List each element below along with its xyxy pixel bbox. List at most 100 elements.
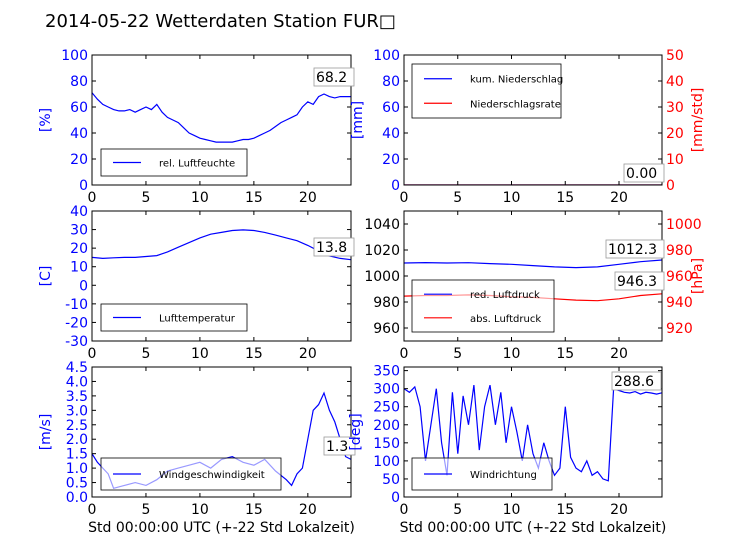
y-tick-label: 150 [373, 436, 400, 452]
value-annotation: 0.00 [626, 166, 657, 182]
value-annotation-box [313, 237, 355, 257]
y-tick-label: 3.5 [66, 389, 88, 405]
x-tick-label: 10 [503, 190, 521, 206]
value-annotation-box [623, 163, 665, 183]
figure-title: 2014-05-22 Wetterdaten Station FUR□ [45, 11, 396, 32]
value-annotation-box [605, 239, 665, 259]
y-tick-label: 2.5 [66, 418, 88, 434]
panel-luftfeuchte: 0 5 10 15 20 0 20 40 60 80 100 [%] rel. Luftfeuchte 6… [38, 48, 355, 206]
x-tick-label: 15 [556, 346, 574, 362]
y-tick-label: 1020 [364, 243, 400, 259]
x-tick-label: 20 [610, 190, 628, 206]
y-tick-label: -30 [65, 334, 88, 350]
value-annotation: 1.3 [326, 439, 348, 455]
y-tick-label: 20 [70, 152, 88, 168]
y-tick-label: 80 [382, 74, 400, 90]
y-tick-label: 0 [79, 178, 88, 194]
y-right-tick-label: 920 [666, 321, 693, 337]
y-tick-label: 60 [382, 100, 400, 116]
x-tick-label: 5 [453, 346, 462, 362]
legend-label: abs. Luftdruck [470, 314, 541, 325]
x-tick-label: 20 [299, 346, 317, 362]
legend-label: Windrichtung [470, 470, 537, 481]
y-tick-label: 100 [373, 454, 400, 470]
y-right-tick-label: 1000 [666, 217, 702, 233]
x-tick-label: 10 [503, 346, 521, 362]
value-annotation: 68.2 [316, 70, 347, 86]
y-tick-label: -10 [65, 297, 88, 313]
value-annotation: 288.6 [614, 374, 654, 390]
y-tick-label: 300 [373, 382, 400, 398]
y-right-tick-label: 0 [666, 178, 675, 194]
value-annotation: 13.8 [316, 240, 347, 256]
value-annotation-box [323, 436, 356, 456]
x-tick-label: 5 [453, 502, 462, 518]
y-right-tick-label: 10 [666, 152, 684, 168]
legend-label: red. Luftdruck [470, 290, 540, 301]
y-tick-label: 960 [373, 321, 400, 337]
x-tick-label: 10 [191, 502, 209, 518]
x-tick-label: 20 [610, 502, 628, 518]
value-annotation-box [611, 371, 662, 391]
series-line-luftdruck-0 [404, 259, 662, 269]
y-tick-label: 0.0 [66, 490, 88, 506]
y-tick-label: 0.5 [66, 476, 88, 492]
y-tick-label: 80 [70, 74, 88, 90]
y-tick-label: 250 [373, 400, 400, 416]
y-axis-label: [mm] [350, 101, 366, 139]
legend-box [411, 63, 562, 119]
series-line-temperatur-0 [92, 229, 351, 261]
y-right-tick-label: 30 [666, 100, 684, 116]
y-right-tick-label: 960 [666, 269, 693, 285]
x-tick-label: 0 [88, 190, 97, 206]
x-tick-label: 5 [141, 502, 150, 518]
legend-label: Windgeschwindigkeit [159, 470, 265, 481]
y-right-tick-label: 50 [666, 48, 684, 64]
y-tick-label: 350 [373, 364, 400, 380]
value-annotation: 1012.3 [608, 242, 657, 258]
x-tick-label: 10 [191, 190, 209, 206]
y-tick-label: 40 [70, 204, 88, 220]
plot-frame [403, 54, 663, 186]
y-axis-label: [deg] [348, 413, 364, 450]
x-tick-label: 5 [141, 190, 150, 206]
x-tick-label: 20 [610, 346, 628, 362]
y-tick-label: 100 [373, 48, 400, 64]
y-tick-label: 100 [61, 48, 88, 64]
plot-frame [91, 366, 352, 498]
x-tick-label: 20 [299, 502, 317, 518]
panel-luftdruck: 0 5 10 15 20 960 980 1000 1020 1040 920 940 960 980 10… [364, 210, 706, 362]
y-tick-label: 40 [382, 126, 400, 142]
y-tick-label: 20 [70, 241, 88, 257]
y-axis-label: [m/s] [38, 414, 54, 451]
legend-box [100, 457, 282, 491]
series-line-luftfeuchte-0 [92, 92, 351, 143]
y-tick-label: -20 [65, 315, 88, 331]
legend-label: Niederschlagsrate [470, 99, 561, 110]
panel-windrichtung: 0 5 10 15 20050100150200250300350[deg]Windri… [348, 364, 666, 536]
y-tick-label: 980 [373, 295, 400, 311]
panel-niederschlag: 0 5 10 15 20 0 20 40 60 80 100 0 10 20 30 40 50 [mm] [mm/s… [350, 48, 706, 206]
y-tick-label: 0 [79, 278, 88, 294]
y-tick-label: 4.5 [66, 360, 88, 376]
x-tick-label: 0 [88, 502, 97, 518]
y-axis-label: [C] [38, 266, 54, 287]
y-tick-label: 40 [70, 126, 88, 142]
y-tick-label: 10 [70, 260, 88, 276]
y-tick-label: 1.5 [66, 447, 88, 463]
x-tick-label: 0 [400, 502, 409, 518]
y-tick-label: 2.0 [66, 432, 88, 448]
value-annotation-box [614, 271, 665, 291]
x-tick-label: 5 [141, 346, 150, 362]
plot-frame [403, 366, 663, 498]
legend-label: kum. Niederschlag [470, 75, 563, 86]
y-tick-label: 50 [382, 472, 400, 488]
x-tick-label: 10 [503, 502, 521, 518]
y-right-tick-label: 40 [666, 74, 684, 90]
y-tick-label: 4.0 [66, 374, 88, 390]
x-tick-label: 15 [245, 346, 263, 362]
y-tick-label: 60 [70, 100, 88, 116]
x-axis-label: Std 00:00:00 UTC (+-22 Std Lokalzeit) [88, 520, 355, 536]
legend-label: Lufttemperatur [159, 314, 236, 325]
